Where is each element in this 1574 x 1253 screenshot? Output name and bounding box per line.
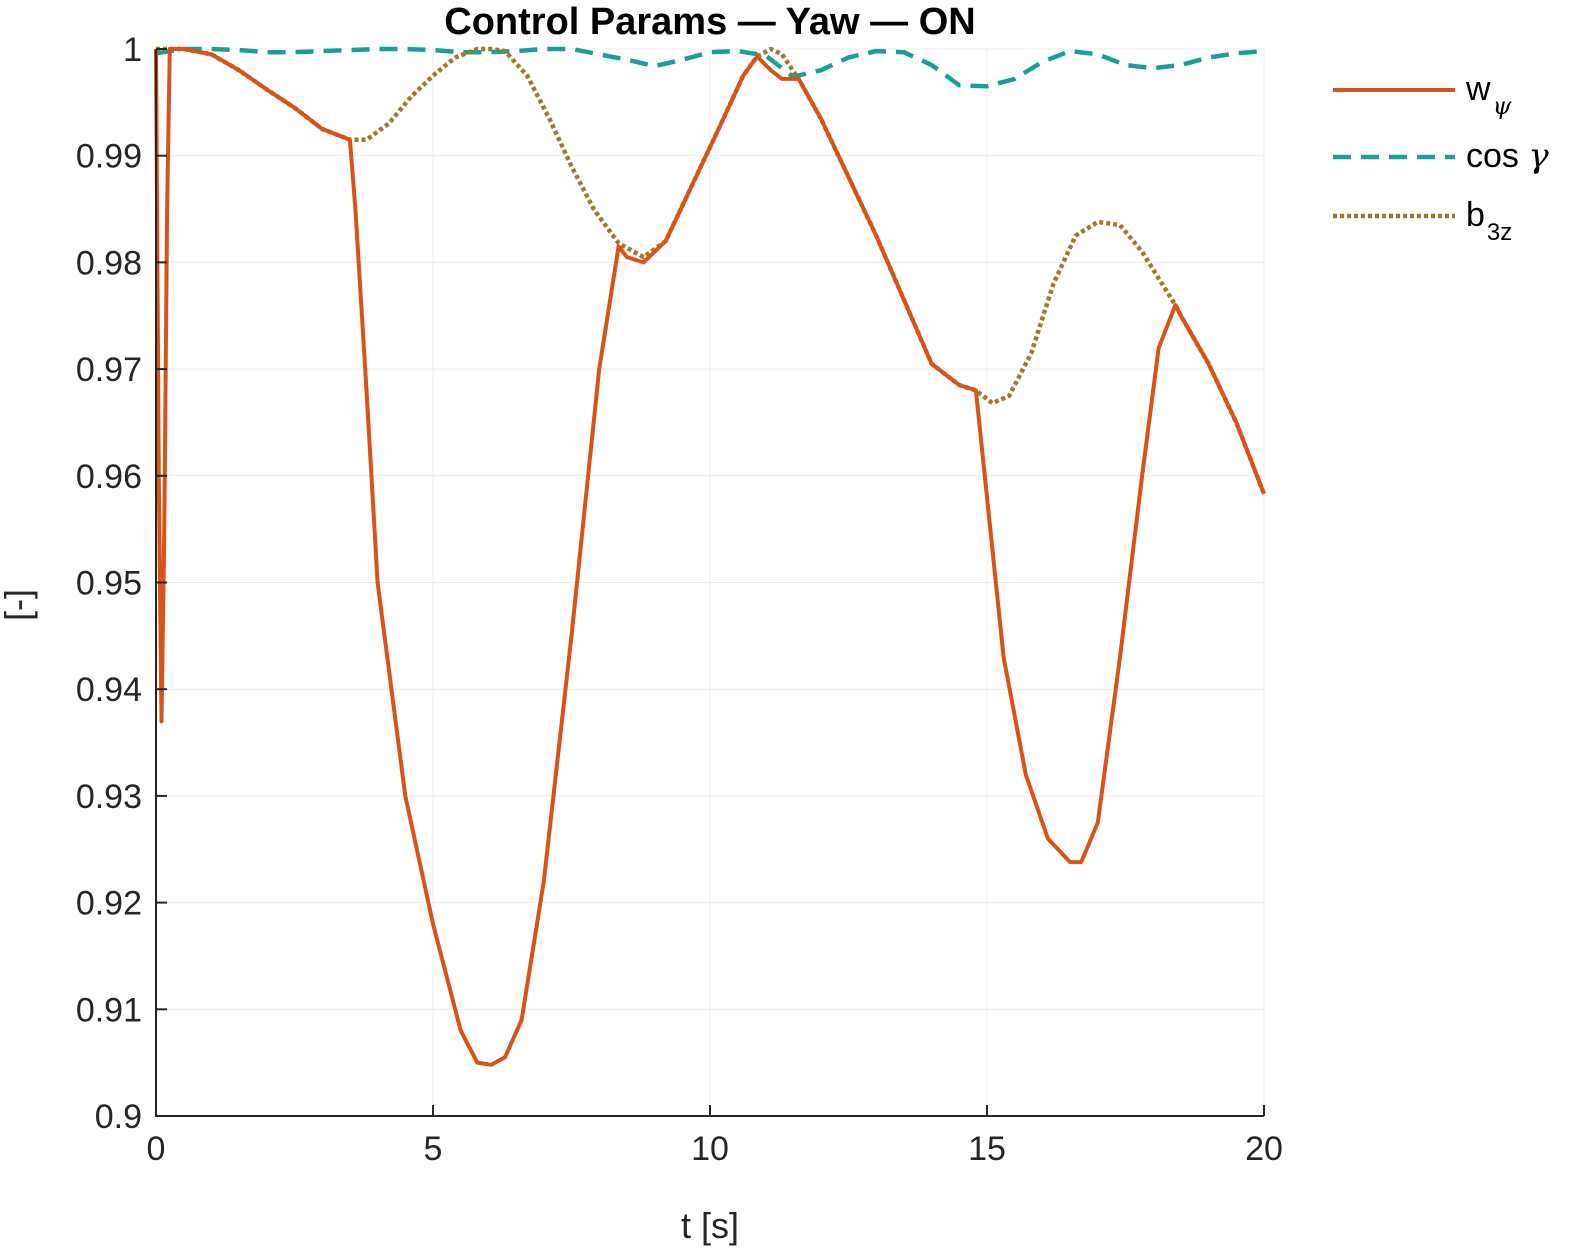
x-tick-label: 5 bbox=[424, 1130, 443, 1168]
x-ticks: 0 5 10 15 20 bbox=[147, 1105, 1283, 1168]
legend: wψ cos γ b3z bbox=[1333, 70, 1549, 246]
y-tick-label: 0.92 bbox=[76, 885, 142, 923]
y-tick-label: 0.91 bbox=[76, 991, 142, 1029]
y-tick-label: 0.99 bbox=[76, 138, 142, 176]
x-tick-label: 20 bbox=[1245, 1130, 1283, 1168]
grid bbox=[155, 48, 1265, 1117]
y-tick-label: 0.95 bbox=[76, 565, 142, 603]
y-tick-label: 1 bbox=[123, 31, 142, 69]
series-line-w_psi bbox=[154, 47, 1266, 1067]
legend-label-b_3z: b3z bbox=[1466, 196, 1512, 246]
series-line-b_3z bbox=[156, 46, 1267, 495]
series-lines bbox=[154, 46, 1267, 1067]
y-tick-label: 0.94 bbox=[76, 671, 142, 709]
y-tick-label: 0.98 bbox=[76, 244, 142, 282]
legend-label-w_psi: wψ bbox=[1465, 70, 1513, 120]
legend-label-cos_gamma: cos γ bbox=[1466, 136, 1549, 176]
y-tick-label: 0.93 bbox=[76, 778, 142, 816]
x-tick-label: 0 bbox=[147, 1130, 166, 1168]
chart-title: Control Params — Yaw — ON bbox=[444, 1, 975, 43]
x-axis-label: t [s] bbox=[681, 1205, 739, 1246]
x-tick-label: 10 bbox=[691, 1130, 729, 1168]
y-tick-label: 0.96 bbox=[76, 458, 142, 496]
y-tick-label: 0.97 bbox=[76, 351, 142, 389]
series-line-cos_gamma bbox=[155, 46, 1265, 89]
y-axis-label: [-] bbox=[0, 589, 38, 621]
y-ticks: 0.9 0.91 0.92 0.93 0.94 0.95 0.96 0.97 0.98 0.99 1 bbox=[76, 31, 167, 1136]
x-tick-label: 15 bbox=[968, 1130, 1006, 1168]
y-tick-label: 0.9 bbox=[95, 1098, 142, 1136]
